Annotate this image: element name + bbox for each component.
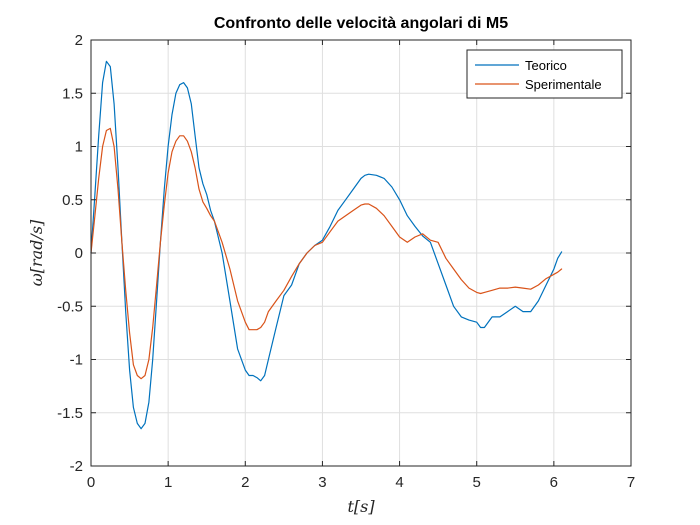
- legend-box: [466, 49, 623, 99]
- y-tick-label: -2: [70, 458, 83, 475]
- y-tick-label: -1.5: [57, 405, 83, 422]
- series-line-teorico: [90, 60, 563, 430]
- y-tick-label: -0.5: [57, 298, 83, 315]
- y-axis-label: ω[rad/s]: [27, 219, 46, 286]
- x-tick-labels: 0 1 2 3 4 5 6 7: [87, 40, 635, 491]
- x-tick-label: 3: [318, 474, 326, 491]
- y-tick-label: 2: [75, 32, 83, 49]
- legend: Teorico Sperimentale: [466, 49, 623, 99]
- y-tick-label: 0: [75, 245, 83, 262]
- series-lines: [90, 60, 563, 430]
- x-axis-label: t[s]: [347, 497, 375, 516]
- legend-label-sperimentale: Sperimentale: [525, 77, 602, 92]
- y-tick-labels: -2 -1.5 -1 -0.5 0 0.5 1 1.5 2: [57, 32, 631, 475]
- x-tick-label: 4: [395, 474, 403, 491]
- series-line-sperimentale: [90, 127, 563, 380]
- x-tick-label: 0: [87, 474, 95, 491]
- chart-title: Confronto delle velocità angolari di M5: [214, 15, 508, 32]
- legend-label-teorico: Teorico: [525, 58, 567, 73]
- x-tick-label: 5: [473, 474, 481, 491]
- y-tick-label: 0.5: [62, 192, 83, 209]
- y-tick-label: 1: [75, 139, 83, 156]
- x-tick-label: 7: [627, 474, 635, 491]
- y-tick-label: -1: [70, 352, 83, 369]
- y-tick-label: 1.5: [62, 85, 83, 102]
- x-tick-label: 6: [550, 474, 558, 491]
- x-tick-label: 1: [164, 474, 172, 491]
- x-tick-label: 2: [241, 474, 249, 491]
